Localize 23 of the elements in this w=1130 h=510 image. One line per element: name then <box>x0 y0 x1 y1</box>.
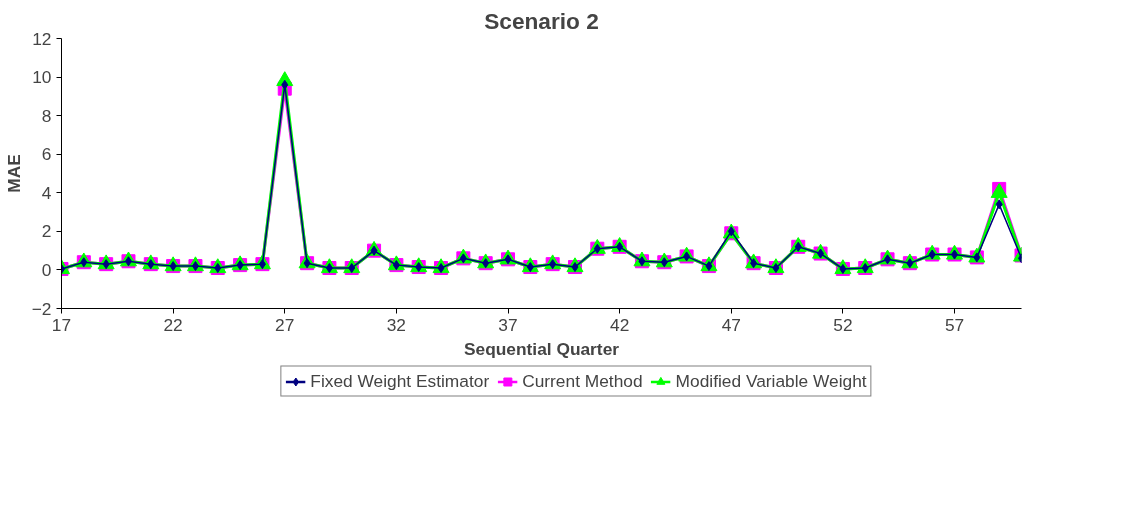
y-tick-label: −2 <box>31 298 52 319</box>
x-tick-label: 32 <box>386 314 407 335</box>
y-tick-label: 2 <box>41 221 52 242</box>
legend-label: Fixed Weight Estimator <box>310 370 490 392</box>
x-tick-label: 37 <box>498 314 518 335</box>
chart-title: Scenario 2 <box>484 7 599 34</box>
legend-label: Current Method <box>522 370 643 392</box>
x-tick-label: 52 <box>833 314 853 335</box>
legend-label: Modified Variable Weight <box>675 370 867 392</box>
y-tick-label: 8 <box>41 105 52 126</box>
y-tick-label: 4 <box>41 182 52 203</box>
x-tick-label: 47 <box>721 314 741 335</box>
y-tick-label: 10 <box>32 67 52 88</box>
x-tick-label: 57 <box>944 314 965 335</box>
x-axis-title: Sequential Quarter <box>463 338 620 359</box>
y-axis-title: MAE <box>3 154 24 193</box>
x-tick-label: 27 <box>275 314 295 335</box>
x-tick-label: 17 <box>51 314 72 335</box>
y-tick-label: 6 <box>41 144 52 165</box>
y-tick-label: 0 <box>41 259 52 280</box>
x-tick-label: 22 <box>163 314 183 335</box>
x-tick-label: 42 <box>610 314 630 335</box>
y-tick-label: 12 <box>32 28 52 49</box>
